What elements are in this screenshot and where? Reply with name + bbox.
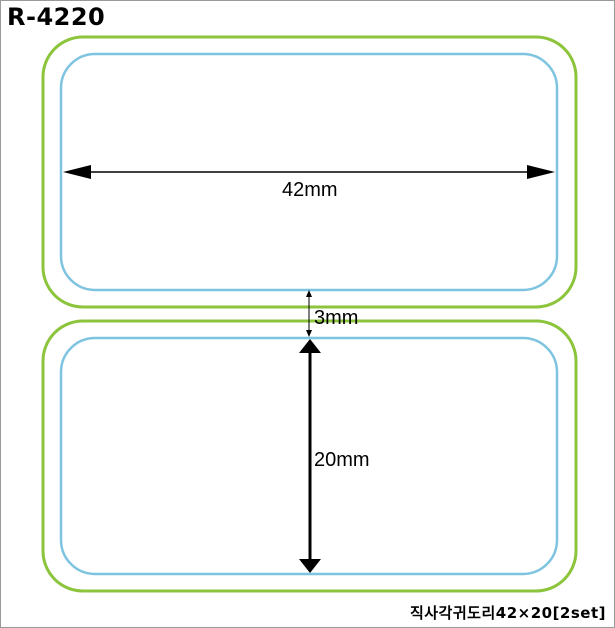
height-arrow-top: [299, 339, 321, 353]
width-arrow-right: [527, 165, 555, 179]
width-arrow-left: [63, 165, 91, 179]
product-name: 직사각귀도리42×20[2set]: [409, 604, 606, 622]
width-dimension-label: 42mm: [282, 179, 338, 201]
gap-dimension-label: 3mm: [314, 307, 358, 329]
label-bottom-inner-outline: [59, 336, 559, 576]
gap-arrow-top: [306, 290, 312, 297]
height-arrow-bottom: [299, 559, 321, 573]
gap-arrow-bottom: [306, 330, 312, 337]
height-dimension-label: 20mm: [314, 449, 370, 471]
model-code: R-4220: [7, 3, 106, 31]
